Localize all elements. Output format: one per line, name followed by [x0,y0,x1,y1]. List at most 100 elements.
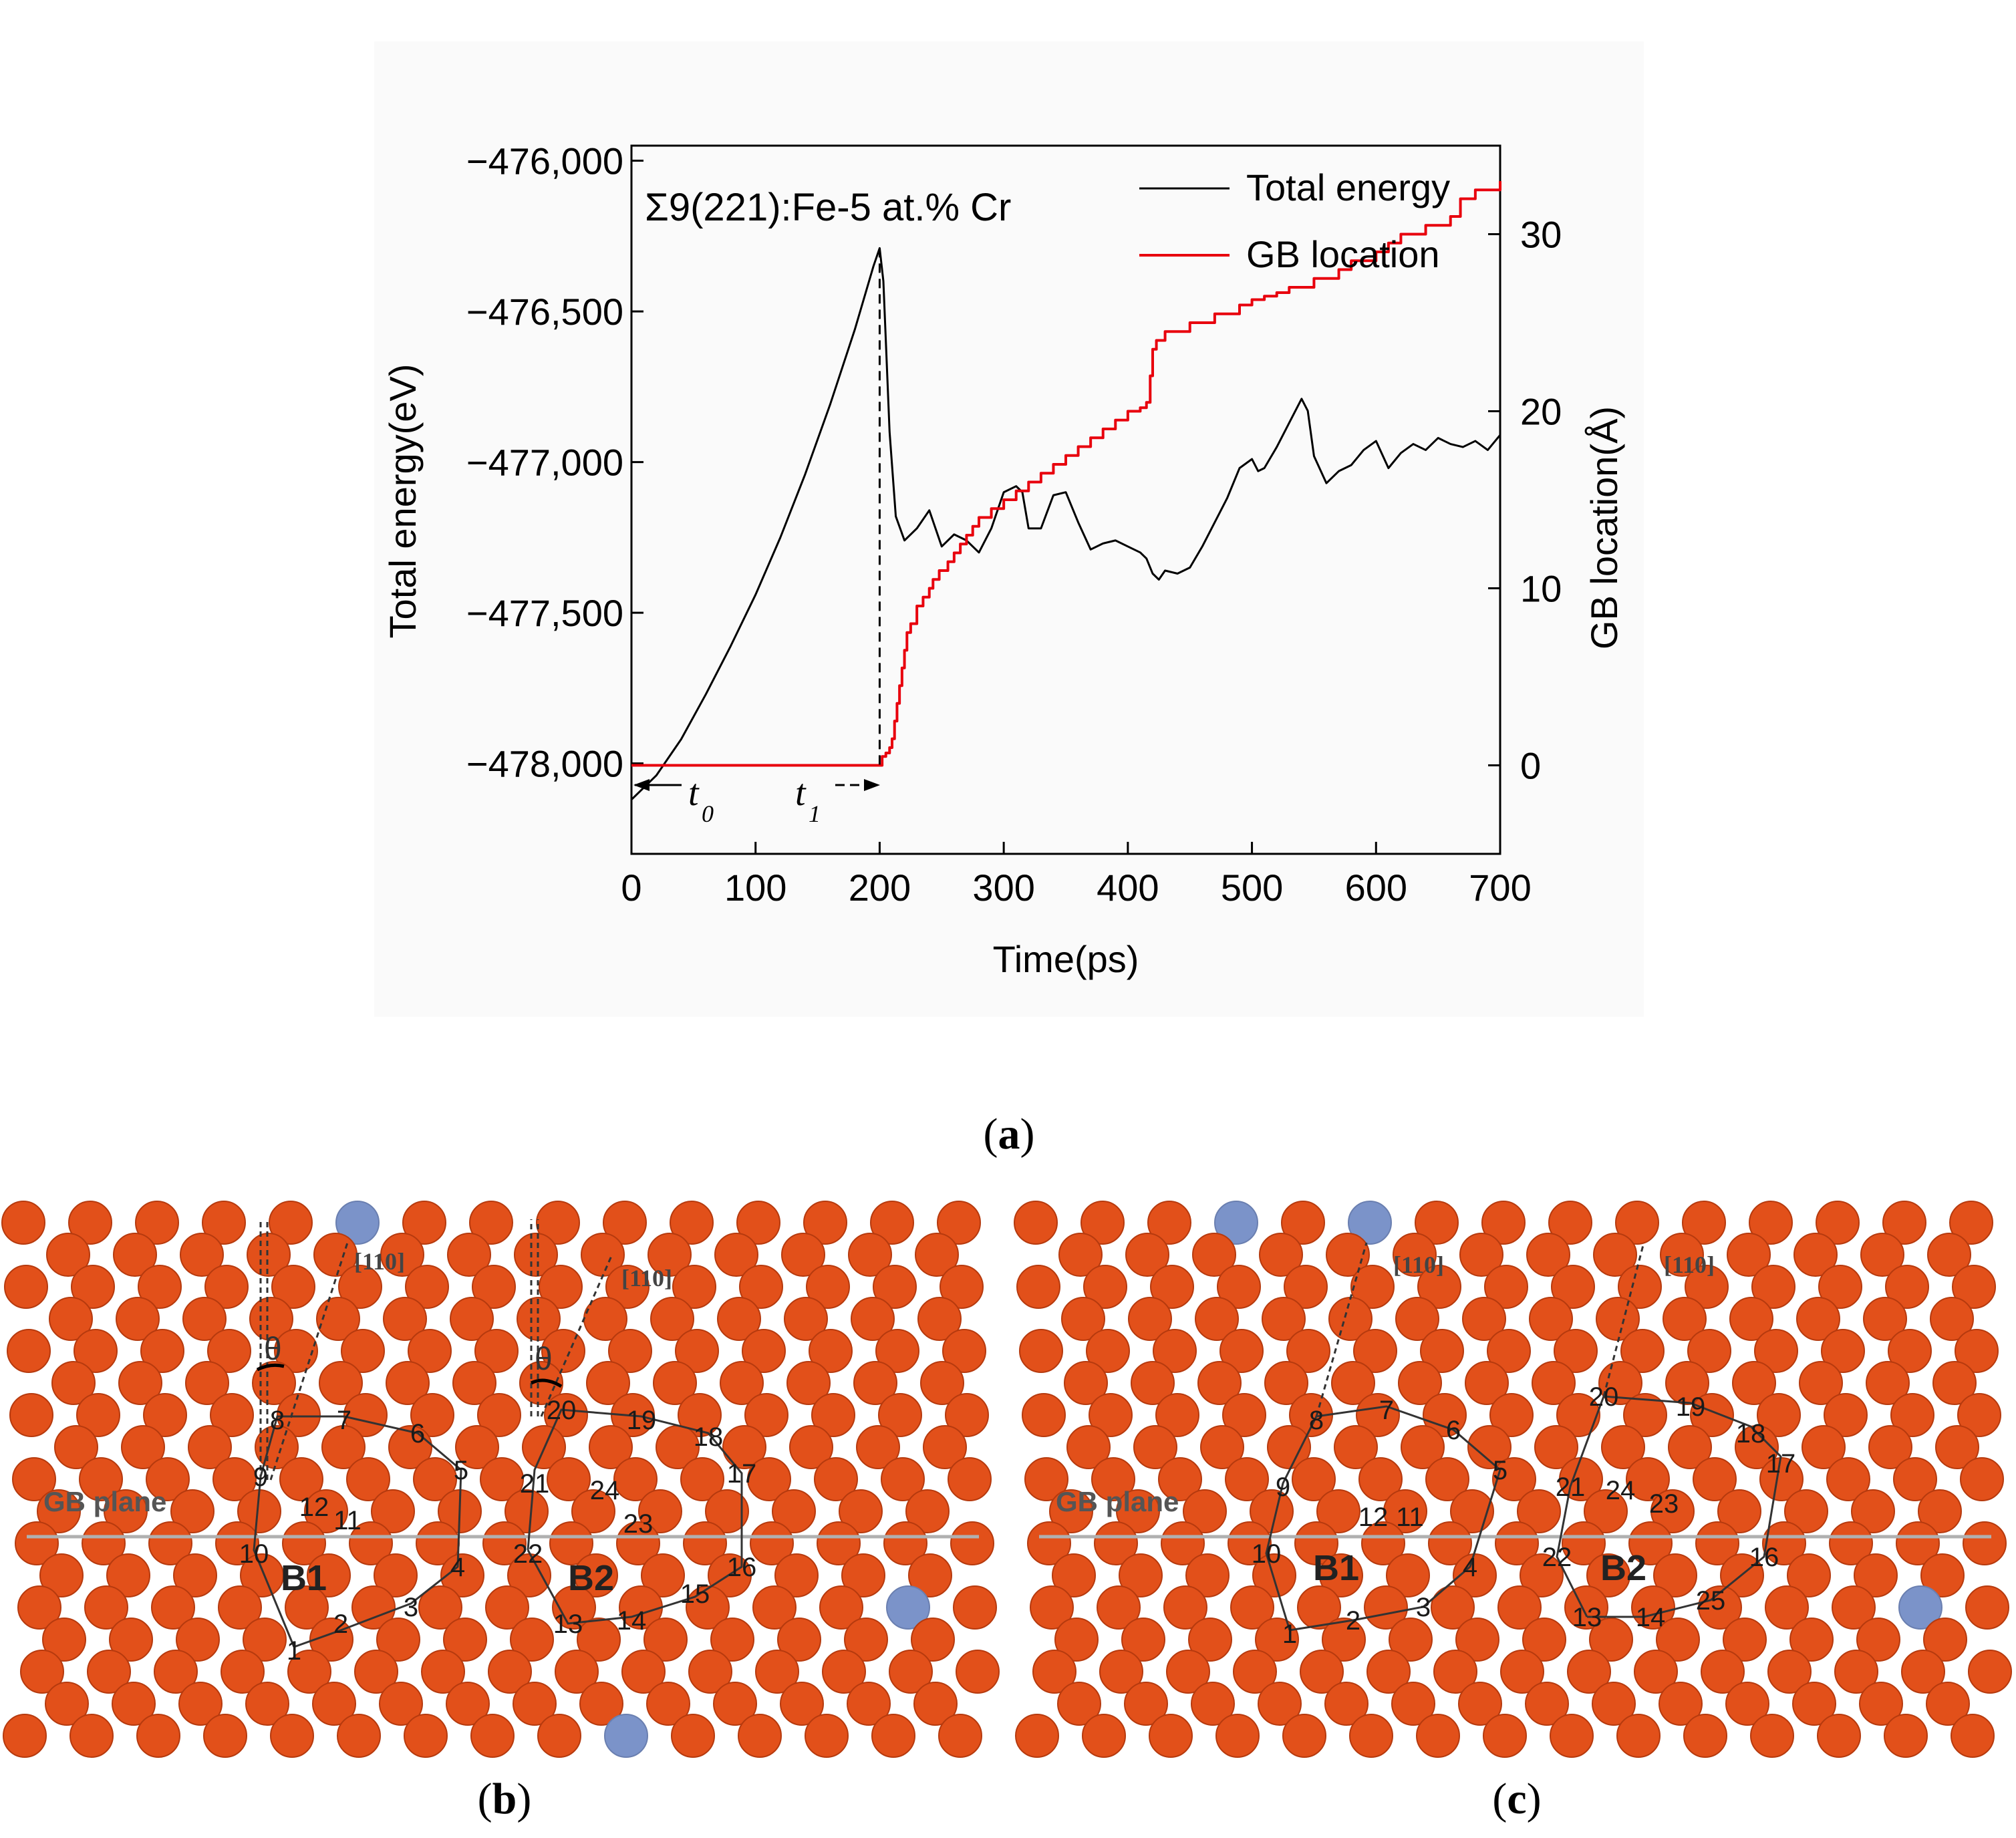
direction-label-2: [110] [621,1265,672,1291]
cr-atom [1348,1201,1392,1245]
atom-number-label: 3 [404,1593,418,1622]
fe-atom [1960,1457,2004,1501]
fe-atom [574,1553,618,1597]
fe-atom [1656,1618,1700,1662]
fe-atom [1153,1329,1197,1373]
fe-atom [178,1682,223,1726]
cr-atom [1898,1585,1942,1630]
fe-atom [1551,1265,1595,1309]
fe-atom [1816,1201,1860,1245]
fe-atom [1653,1553,1697,1597]
fe-atom [443,1618,487,1662]
atom-number-label: 12 [1358,1503,1389,1532]
t1-subscript: 1 [809,800,821,827]
fe-atom [672,1265,716,1309]
fe-atom [1963,1521,2007,1565]
fe-atom [678,1393,722,1437]
fe-atom [1787,1553,1831,1597]
fe-atom [204,1265,249,1309]
fe-atom [279,1457,323,1501]
fe-atom [215,1521,259,1565]
fe-atom [1192,1233,1236,1277]
fe-atom [1262,1297,1306,1341]
fe-atom [1483,1714,1527,1758]
fe-atom [647,1233,692,1277]
atom-number-label: 16 [1749,1543,1779,1572]
legend-label-gb: GB location [1246,233,1440,275]
fe-atom [603,1201,647,1245]
fe-atom [1217,1265,1261,1309]
fe-atom [343,1393,388,1437]
fe-atom [937,1201,981,1245]
fe-atom [720,1361,764,1405]
x-tick-label: 700 [1469,867,1531,909]
atom-number-label: 14 [1636,1603,1666,1632]
fe-atom [312,1682,356,1726]
fe-atom [1818,1265,1862,1309]
fe-atom [613,1457,658,1501]
fe-atom [1284,1265,1328,1309]
fe-atom [1195,1297,1239,1341]
fe-atom [1319,1553,1363,1597]
fe-atom [641,1553,685,1597]
fe-atom [1125,1233,1169,1277]
atom-number-label: 9 [253,1463,268,1492]
fe-atom [469,1201,513,1245]
fe-atom [1601,1425,1645,1469]
fe-atom [710,1618,754,1662]
fe-atom [140,1329,184,1373]
fe-atom [1064,1361,1108,1405]
atom-number-label: 18 [694,1422,724,1452]
fe-atom [113,1233,157,1277]
fe-atom [148,1521,192,1565]
fe-atom [1930,1297,1974,1341]
atom-number-label: 7 [1379,1396,1394,1425]
fe-atom [1628,1521,1673,1565]
fe-atom [207,1329,251,1373]
fe-atom [1562,1521,1606,1565]
fe-atom [452,1361,496,1405]
fe-atom [747,1457,791,1501]
fe-atom [4,1265,48,1309]
fe-atom [1091,1457,1135,1501]
fe-atom [1751,1265,1795,1309]
fe-atom [87,1650,131,1694]
fe-atom [1166,1650,1210,1694]
fe-atom [1420,1329,1464,1373]
x-tick-label: 500 [1221,867,1283,909]
chart-title: Σ9(221):Fe-5 at.% Cr [645,186,1011,229]
fe-atom [579,1682,623,1726]
fe-atom [953,1585,997,1630]
fe-atom [1863,1297,1907,1341]
fe-atom [913,1682,958,1726]
fe-atom [287,1650,331,1694]
fe-atom [247,1233,291,1277]
fe-atom [1200,1425,1244,1469]
fe-atom [1264,1361,1308,1405]
fe-atom [541,1329,585,1373]
y2-tick-label: 0 [1520,745,1541,787]
x-tick-label: 300 [972,867,1034,909]
fe-atom [638,1489,682,1533]
fe-atom [537,1714,581,1758]
y-tick-label: −476,000 [466,140,623,182]
fe-atom [577,1618,621,1662]
fe-atom [341,1329,385,1373]
fe-atom [814,1457,858,1501]
fe-atom [474,1329,519,1373]
cr-atom [604,1714,648,1758]
fe-atom [138,1265,182,1309]
fe-atom [455,1425,499,1469]
caption-a: (a) [983,1110,1035,1159]
fe-atom [446,1682,490,1726]
unit-label-b1: B1 [1313,1548,1359,1588]
fe-atom [744,1393,788,1437]
fe-atom [304,1489,348,1533]
fe-atom [243,1618,287,1662]
atom-number-label: 11 [333,1506,362,1535]
fe-atom [781,1233,825,1277]
fe-atom [337,1714,381,1758]
fe-atom [616,1521,660,1565]
fe-atom [1690,1393,1734,1437]
